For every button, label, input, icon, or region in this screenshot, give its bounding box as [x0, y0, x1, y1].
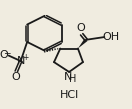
Text: OH: OH: [103, 32, 120, 42]
Text: N: N: [17, 56, 25, 66]
Text: +: +: [22, 53, 29, 62]
Polygon shape: [78, 39, 88, 49]
Text: −: −: [3, 48, 10, 57]
Text: O: O: [0, 50, 8, 60]
Text: O: O: [12, 72, 20, 82]
Text: N: N: [64, 72, 73, 82]
Text: H: H: [69, 74, 77, 84]
Text: HCl: HCl: [60, 90, 79, 100]
Text: O: O: [77, 23, 85, 33]
